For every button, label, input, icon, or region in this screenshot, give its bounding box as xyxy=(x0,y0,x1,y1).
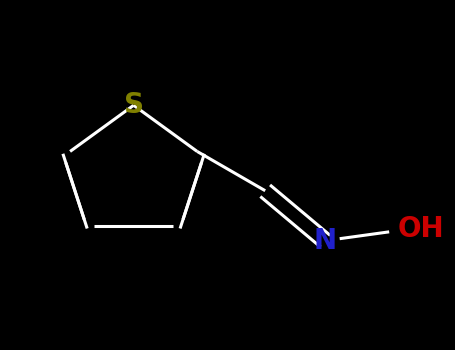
Text: N: N xyxy=(314,227,337,255)
Text: S: S xyxy=(124,91,144,119)
Text: OH: OH xyxy=(398,215,445,243)
